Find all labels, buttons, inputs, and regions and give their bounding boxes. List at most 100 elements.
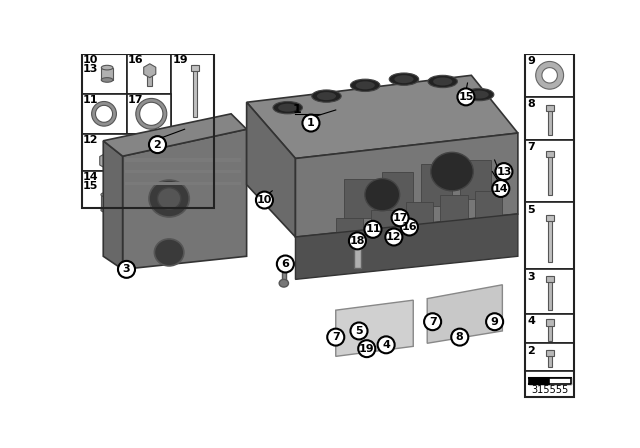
- Text: 4: 4: [382, 340, 390, 350]
- Text: 19: 19: [359, 344, 374, 353]
- Ellipse shape: [278, 103, 297, 112]
- Bar: [548, 350, 552, 367]
- Bar: [382, 172, 413, 214]
- Bar: [525, 314, 575, 343]
- Text: 5: 5: [527, 205, 535, 215]
- Bar: [548, 276, 552, 310]
- Bar: [406, 202, 433, 235]
- Ellipse shape: [433, 78, 452, 86]
- Circle shape: [486, 313, 503, 330]
- Bar: [546, 215, 554, 221]
- Circle shape: [351, 323, 367, 340]
- Circle shape: [492, 180, 509, 197]
- Text: 18: 18: [349, 236, 365, 246]
- Circle shape: [358, 340, 375, 357]
- Polygon shape: [123, 129, 246, 269]
- Circle shape: [401, 219, 418, 236]
- Text: 17: 17: [392, 213, 408, 223]
- Bar: [525, 371, 575, 397]
- Bar: [546, 276, 554, 282]
- Ellipse shape: [428, 75, 458, 88]
- Circle shape: [385, 228, 403, 246]
- Bar: [525, 97, 575, 140]
- Text: 14: 14: [493, 184, 509, 194]
- Bar: [147, 71, 152, 86]
- Bar: [127, 54, 172, 94]
- Bar: [103, 161, 111, 170]
- Bar: [525, 343, 575, 371]
- Text: 315555: 315555: [531, 385, 568, 395]
- Bar: [81, 54, 127, 94]
- Ellipse shape: [154, 239, 184, 266]
- Text: 4: 4: [527, 316, 535, 326]
- Text: 11: 11: [83, 95, 99, 105]
- Ellipse shape: [101, 65, 113, 70]
- Text: 3: 3: [527, 271, 535, 282]
- Circle shape: [458, 88, 474, 105]
- Bar: [125, 159, 241, 162]
- Bar: [460, 160, 491, 198]
- Text: 7: 7: [332, 332, 340, 342]
- Bar: [525, 54, 575, 97]
- Text: 7: 7: [429, 317, 436, 327]
- Polygon shape: [428, 285, 502, 343]
- Polygon shape: [246, 75, 518, 159]
- Polygon shape: [336, 300, 413, 356]
- Text: 15: 15: [458, 92, 474, 102]
- Bar: [421, 164, 452, 206]
- Ellipse shape: [317, 92, 336, 100]
- Text: 1: 1: [292, 103, 301, 116]
- Polygon shape: [246, 102, 296, 237]
- Ellipse shape: [101, 208, 113, 212]
- Text: 1: 1: [307, 118, 315, 128]
- Bar: [440, 195, 467, 227]
- Polygon shape: [103, 141, 123, 269]
- Circle shape: [392, 209, 408, 226]
- Ellipse shape: [431, 152, 474, 191]
- Text: 11: 11: [365, 224, 381, 234]
- Polygon shape: [100, 152, 115, 169]
- Bar: [546, 151, 554, 157]
- Bar: [81, 54, 214, 208]
- Ellipse shape: [149, 180, 189, 217]
- Text: 9: 9: [491, 317, 499, 327]
- Bar: [81, 94, 127, 134]
- Text: 14: 14: [83, 172, 99, 182]
- Bar: [81, 134, 172, 171]
- Bar: [525, 269, 575, 314]
- Text: 9: 9: [527, 56, 535, 66]
- Bar: [193, 65, 196, 117]
- Circle shape: [424, 313, 441, 330]
- Text: 15: 15: [83, 181, 99, 191]
- Text: 12: 12: [386, 232, 402, 242]
- Ellipse shape: [312, 90, 341, 102]
- Ellipse shape: [279, 280, 289, 287]
- Ellipse shape: [101, 192, 113, 197]
- Polygon shape: [296, 214, 518, 280]
- Bar: [355, 241, 360, 268]
- Bar: [172, 54, 214, 134]
- Polygon shape: [103, 114, 246, 156]
- Ellipse shape: [157, 188, 180, 209]
- Text: 10: 10: [83, 55, 99, 65]
- Bar: [476, 191, 502, 222]
- Text: 13: 13: [496, 167, 511, 177]
- Bar: [548, 215, 552, 263]
- Ellipse shape: [365, 178, 400, 211]
- Circle shape: [451, 329, 468, 345]
- Circle shape: [277, 255, 294, 272]
- Text: 6: 6: [282, 259, 289, 269]
- Polygon shape: [296, 133, 518, 237]
- Bar: [101, 195, 113, 210]
- Bar: [548, 104, 552, 135]
- Bar: [546, 350, 554, 356]
- Bar: [546, 104, 554, 111]
- Text: 12: 12: [83, 135, 99, 146]
- Text: 2: 2: [527, 345, 535, 356]
- Circle shape: [149, 136, 166, 153]
- Bar: [191, 65, 198, 71]
- Text: 13: 13: [83, 64, 99, 74]
- Bar: [525, 54, 575, 397]
- Text: 8: 8: [527, 99, 535, 109]
- Bar: [548, 151, 552, 195]
